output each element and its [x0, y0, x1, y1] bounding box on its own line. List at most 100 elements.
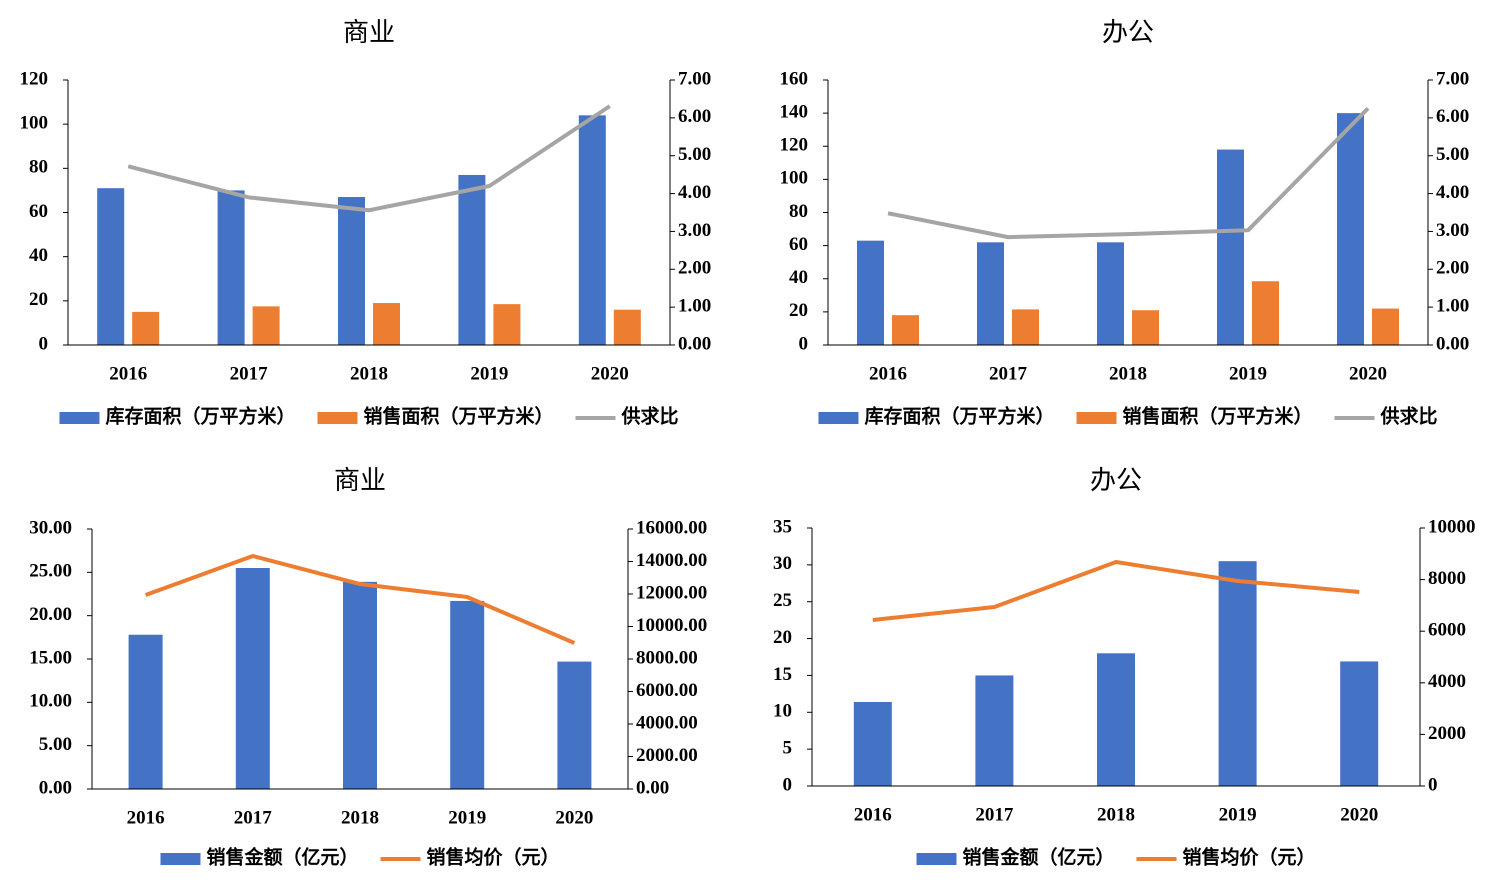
y2-tick-label: 1.00 [678, 296, 711, 317]
bar [857, 240, 884, 345]
x-tick-label: 2018 [350, 363, 388, 384]
x-tick-label: 2018 [341, 807, 379, 828]
bar [252, 306, 280, 345]
legend-label: 销售均价（元） [427, 845, 560, 868]
y2-tick-label: 2.00 [1436, 258, 1469, 279]
x-tick-label: 2019 [448, 807, 486, 828]
bar [373, 303, 400, 345]
x-tick-label: 2020 [591, 363, 629, 384]
line-series [144, 554, 576, 645]
y2-tick-label: 0.00 [678, 333, 711, 354]
y2-tick-label: 6.00 [1436, 106, 1469, 127]
y-tick-label: 0.00 [39, 777, 72, 798]
bar [1012, 309, 1039, 345]
bar [1097, 653, 1135, 786]
y2-tick-label: 10000 [1428, 516, 1476, 537]
y2-tick-label: 2.00 [678, 258, 711, 279]
bar [975, 675, 1014, 786]
legend-swatch [317, 412, 358, 424]
y2-tick-label: 2000.00 [636, 745, 698, 766]
x-tick-label: 2019 [1219, 804, 1257, 825]
y-tick-label: 20 [29, 289, 48, 310]
y-tick-label: 140 [780, 101, 809, 122]
bar [557, 661, 592, 789]
line-series [887, 106, 1370, 240]
legend: 销售金额（亿元） 销售均价（元） [160, 845, 560, 868]
legend-label: 库存面积（万平方米） [864, 404, 1054, 427]
x-tick-label: 2016 [127, 807, 165, 828]
y-tick-label: 25.00 [29, 561, 72, 582]
y2-tick-label: 8000.00 [636, 647, 698, 668]
bar [450, 600, 485, 789]
bar [1372, 308, 1399, 345]
x-tick-label: 2020 [1340, 804, 1378, 825]
chart-panel: 商业 0.00 5.00 10.00 15.00 20.00 25.00 30.00 0.00 2… [29, 466, 707, 868]
bar [613, 309, 641, 345]
y-tick-label: 30 [773, 553, 792, 574]
bar [343, 581, 377, 789]
bar [217, 190, 245, 345]
bar [853, 701, 892, 786]
x-tick-label: 2017 [975, 804, 1014, 825]
y2-tick-label: 3.00 [678, 220, 711, 241]
legend-label: 供求比 [621, 404, 679, 427]
y2-tick-label: 3.00 [1436, 220, 1469, 241]
chart-panel: 办公 0 20 40 60 80 100 120 140 160 0.00 1.00 2.00 3.00 4… [780, 18, 1470, 427]
bar [1217, 149, 1244, 345]
y-tick-label: 35 [773, 516, 792, 537]
legend: 库存面积（万平方米） 销售面积（万平方米） 供求比 [818, 404, 1438, 427]
y2-tick-label: 1.00 [1436, 296, 1469, 317]
x-tick-label: 2016 [854, 804, 892, 825]
x-tick-label: 2019 [1229, 363, 1267, 384]
y-tick-label: 25 [773, 590, 792, 611]
bar [128, 634, 163, 789]
y-tick-label: 0 [783, 774, 793, 795]
x-tick-label: 2018 [1109, 363, 1147, 384]
y-tick-label: 0 [799, 333, 809, 354]
y-tick-label: 160 [780, 68, 809, 89]
line-series [872, 560, 1360, 622]
y-tick-label: 30.00 [29, 517, 72, 538]
y-tick-label: 10.00 [29, 691, 72, 712]
legend-swatch [1076, 412, 1117, 424]
y-tick-label: 10 [773, 701, 792, 722]
bar [1337, 113, 1364, 345]
y-tick-label: 120 [780, 135, 809, 156]
y2-tick-label: 2000 [1428, 723, 1466, 744]
y-tick-label: 100 [20, 113, 49, 134]
x-tick-label: 2019 [470, 363, 508, 384]
legend-swatch [916, 853, 957, 865]
y-tick-label: 100 [780, 168, 809, 189]
x-tick-label: 2017 [234, 807, 273, 828]
bar [97, 188, 125, 345]
legend-label: 销售均价（元） [1183, 845, 1316, 868]
bar [1132, 310, 1159, 345]
y2-tick-label: 14000.00 [636, 550, 707, 571]
legend: 销售金额（亿元） 销售均价（元） [916, 845, 1316, 868]
bar [1218, 561, 1257, 786]
y-tick-label: 15.00 [29, 647, 72, 668]
chart-title: 商业 [334, 466, 386, 495]
y2-tick-label: 0.00 [1436, 333, 1469, 354]
x-tick-label: 2018 [1097, 804, 1135, 825]
y-tick-label: 60 [789, 234, 808, 255]
x-tick-label: 2017 [230, 363, 269, 384]
chart-panel: 办公 0 5 10 15 20 25 30 35 0 2000 4000 6000 8000 10000 20… [773, 466, 1476, 868]
bar [977, 242, 1004, 345]
bar [132, 311, 160, 345]
y2-tick-label: 4.00 [1436, 182, 1469, 203]
bar [493, 304, 521, 345]
bar [338, 197, 365, 345]
y-tick-label: 5 [783, 738, 793, 759]
y2-tick-label: 7.00 [1436, 68, 1469, 89]
x-tick-label: 2020 [1349, 363, 1387, 384]
chart-title: 商业 [343, 18, 395, 47]
legend-label: 销售金额（亿元） [206, 845, 358, 868]
y2-tick-label: 0.00 [636, 777, 669, 798]
y-tick-label: 20.00 [29, 604, 72, 625]
y2-tick-label: 5.00 [678, 144, 711, 165]
y2-tick-label: 12000.00 [636, 582, 707, 603]
legend-swatch [160, 853, 201, 865]
x-tick-label: 2016 [869, 363, 907, 384]
